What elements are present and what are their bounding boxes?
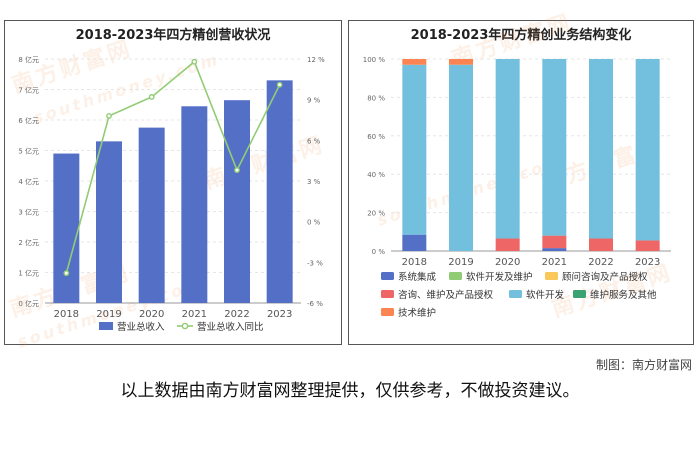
bar-revenue <box>266 80 293 303</box>
y-tick-label: 20 % <box>367 210 385 218</box>
y-left-tick-label: 6 亿元 <box>18 116 39 125</box>
y-left-tick-label: 4 亿元 <box>18 177 39 186</box>
legend-label: 技术维护 <box>398 307 436 319</box>
bar-segment <box>635 240 660 251</box>
bar-segment <box>589 238 613 251</box>
structure-chart: 0 % 20 % 40 % 60 % 80 % 100 % 2018 2019 2020 2021… <box>363 56 671 319</box>
bar-segment <box>495 59 520 239</box>
legend-swatch-revenue <box>99 322 113 330</box>
legend-label: 维护服务及其他 <box>590 289 657 301</box>
x-tick-label: 2021 <box>542 257 567 268</box>
y-right-tick-label: 9 % <box>307 97 321 105</box>
x-tick-label: 2023 <box>267 309 292 320</box>
y-left-tick-label: 0 亿元 <box>18 299 39 308</box>
legend-marker-yoy <box>181 322 189 330</box>
legend-label: 软件开发及维护 <box>466 271 533 283</box>
y-tick-label: 40 % <box>367 171 385 179</box>
point-yoy <box>106 113 112 119</box>
y-right-tick-label: 3 % <box>307 178 321 186</box>
y-tick-label: 80 % <box>367 94 385 102</box>
legend-swatch <box>381 290 394 298</box>
y-left-tick-label: 5 亿元 <box>18 147 39 156</box>
legend-swatch <box>573 290 586 298</box>
legend-swatch <box>381 272 394 280</box>
bar-revenue <box>96 141 122 303</box>
bar-segment <box>589 59 613 239</box>
legend-label: 咨询、维护及产品授权 <box>398 289 494 301</box>
revenue-chart-title: 2018-2023年四方精创营收状况 <box>75 28 271 43</box>
bar-segment <box>449 59 473 65</box>
y-right-tick-label: 6 % <box>307 137 321 145</box>
legend-label: 软件开发 <box>526 289 565 301</box>
legend-label: 顾问咨询及产品授权 <box>562 271 648 283</box>
revenue-chart: 0 亿元 1 亿元 2 亿元 3 亿元 4 亿元 5 亿元 6 亿元 7 亿元 8 亿元 -6 %… <box>18 55 325 333</box>
point-yoy <box>148 94 155 100</box>
x-tick-label: 2022 <box>588 257 613 268</box>
bar-segment <box>635 59 660 241</box>
bar-segment <box>402 59 427 65</box>
x-tick-label: 2019 <box>96 309 121 320</box>
revenue-chart-panel: 2018-2023年四方精创营收状况 南方财富网 southmoney.com … <box>4 20 342 352</box>
y-left-tick-label: 3 亿元 <box>18 208 39 217</box>
y-right-tick-label: 12 % <box>307 56 325 64</box>
bar-revenue <box>138 127 165 303</box>
legend-label: 系统集成 <box>398 271 437 283</box>
x-tick-label: 2020 <box>495 257 520 268</box>
x-tick-label: 2020 <box>139 309 164 320</box>
legend-label-revenue: 营业总收入 <box>117 321 165 333</box>
structure-chart-title: 2018-2023年四方精创业务结构变化 <box>410 28 632 43</box>
y-right-tick-label: -3 % <box>307 259 323 267</box>
bar-segment <box>542 248 567 251</box>
x-tick-label: 2018 <box>402 257 427 268</box>
y-tick-label: 100 % <box>363 56 386 64</box>
legend-swatch <box>509 290 522 298</box>
bar-segment <box>402 234 427 251</box>
disclaimer-text: 以上数据由南方财富网整理提供，仅供参考，不做投资建议。 <box>120 381 580 401</box>
point-yoy <box>191 58 198 65</box>
bar-revenue <box>224 100 250 303</box>
x-tick-label: 2019 <box>448 257 473 268</box>
y-right-tick-label: -6 % <box>307 300 323 308</box>
bar-segment <box>449 64 473 251</box>
bar-segment <box>495 238 520 251</box>
y-left-tick-label: 8 亿元 <box>18 55 39 64</box>
bar-segment <box>402 64 427 235</box>
bar-revenue <box>53 153 80 303</box>
y-right-tick-label: 0 % <box>307 219 321 227</box>
x-tick-label: 2023 <box>635 257 660 268</box>
chart-credit: 制图：南方财富网 <box>595 358 692 372</box>
bar-segment <box>542 235 567 249</box>
y-left-tick-label: 2 亿元 <box>18 238 39 247</box>
structure-chart-panel: 2018-2023年四方精创业务结构变化 南方财富网 南方财富网 southmo… <box>348 10 694 345</box>
point-yoy <box>63 270 70 277</box>
legend-swatch <box>545 272 558 280</box>
point-yoy <box>276 81 283 88</box>
y-left-tick-label: 1 亿元 <box>18 269 39 278</box>
x-tick-label: 2021 <box>182 309 207 320</box>
bar-segment <box>542 59 567 236</box>
legend-label-yoy: 营业总收入同比 <box>197 321 264 333</box>
legend-swatch <box>449 272 462 280</box>
point-yoy <box>234 167 240 174</box>
line-yoy <box>65 60 281 274</box>
y-tick-label: 0 % <box>372 248 386 256</box>
x-tick-label: 2022 <box>224 309 249 320</box>
y-tick-label: 60 % <box>367 133 385 141</box>
x-tick-label: 2018 <box>54 309 79 320</box>
y-left-tick-label: 7 亿元 <box>18 86 39 95</box>
legend-swatch <box>381 308 394 316</box>
bar-revenue <box>181 106 208 304</box>
